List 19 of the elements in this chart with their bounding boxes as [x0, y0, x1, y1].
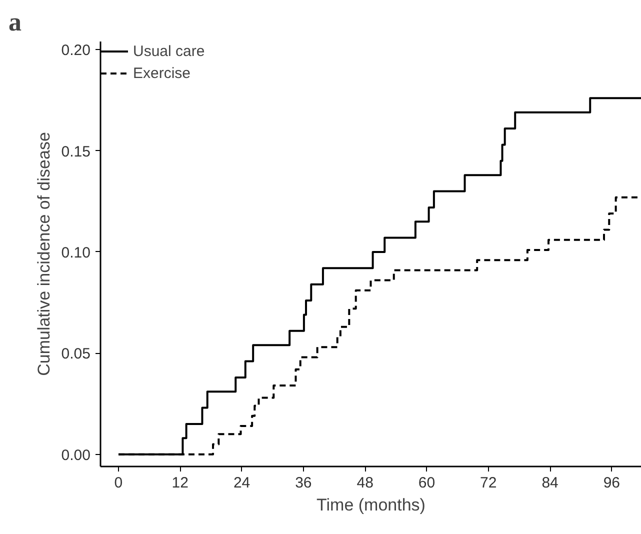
legend-label: Usual care — [133, 42, 205, 60]
y-tick-label: 0.15 — [61, 143, 91, 160]
legend-label: Exercise — [133, 64, 191, 82]
x-tick-label: 48 — [356, 474, 374, 492]
y-tick-label: 0.00 — [61, 446, 91, 464]
x-tick-label: 24 — [233, 474, 250, 492]
x-tick-label: 60 — [418, 474, 436, 492]
x-tick-label: 36 — [295, 474, 312, 492]
x-tick-label: 72 — [480, 474, 497, 492]
x-tick-label: 0 — [114, 474, 123, 492]
x-tick-label: 84 — [542, 474, 558, 492]
y-axis-title: Cumulative incidence of disease — [34, 132, 54, 376]
y-tick-label: 0.20 — [61, 42, 91, 60]
y-tick-label: 0.05 — [61, 346, 91, 363]
x-tick-label: 12 — [172, 474, 188, 492]
x-axis-title: Time (months) — [316, 496, 426, 514]
y-tick-label: 0.10 — [61, 244, 91, 262]
chart-title: a — [8, 8, 22, 36]
x-tick-label: 96 — [603, 474, 620, 492]
